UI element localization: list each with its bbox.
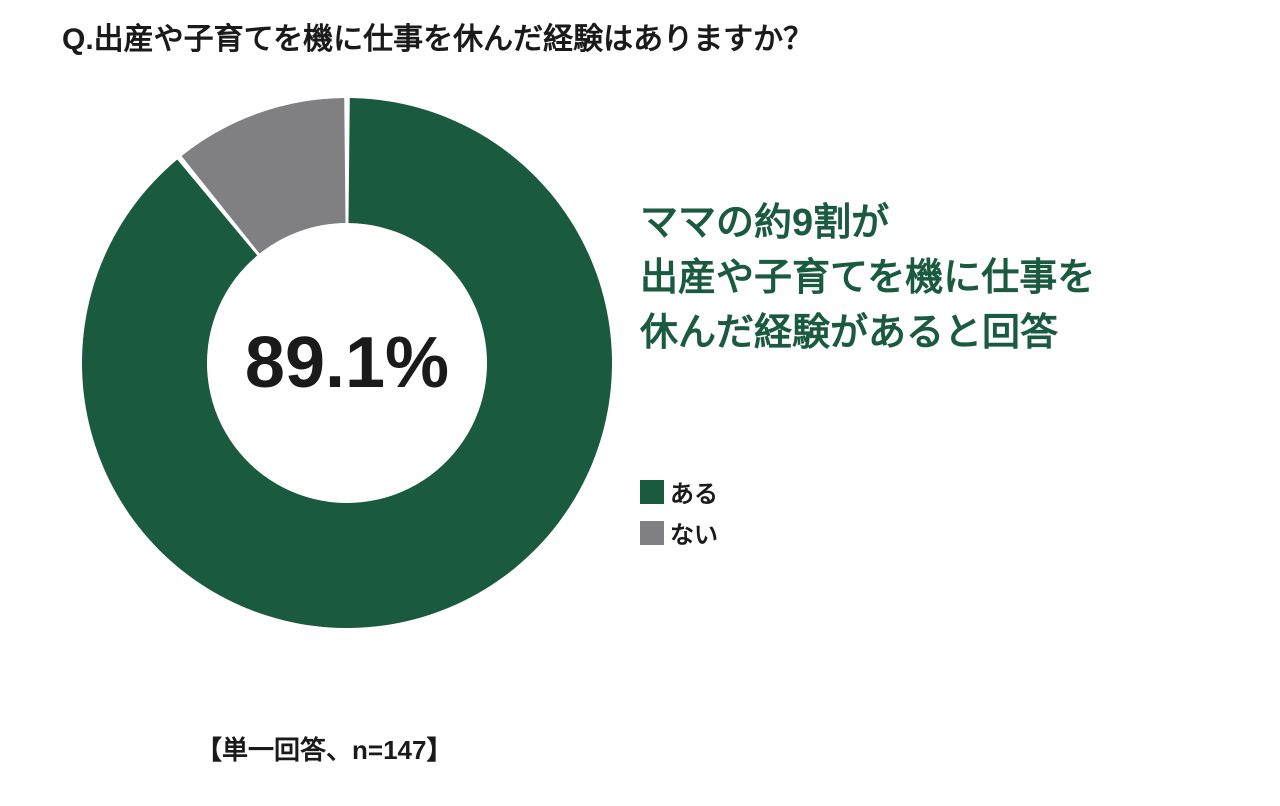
legend-swatch — [640, 521, 664, 545]
legend-label: ある — [670, 474, 718, 509]
donut-center-label: 89.1% — [245, 322, 449, 404]
legend: ある ない — [640, 474, 718, 556]
legend-item: ある — [640, 474, 718, 509]
headline-text: ママの約9割が 出産や子育てを機に仕事を 休んだ経験があると回答 — [640, 196, 1095, 361]
legend-swatch — [640, 480, 664, 504]
footnote-text: 【単一回答、n=147】 — [196, 730, 452, 767]
donut-chart: 89.1% — [82, 98, 612, 628]
legend-label: ない — [670, 515, 718, 550]
legend-item: ない — [640, 515, 718, 550]
question-text: Q.出産や子育てを機に仕事を休んだ経験はありますか？ — [62, 14, 813, 58]
